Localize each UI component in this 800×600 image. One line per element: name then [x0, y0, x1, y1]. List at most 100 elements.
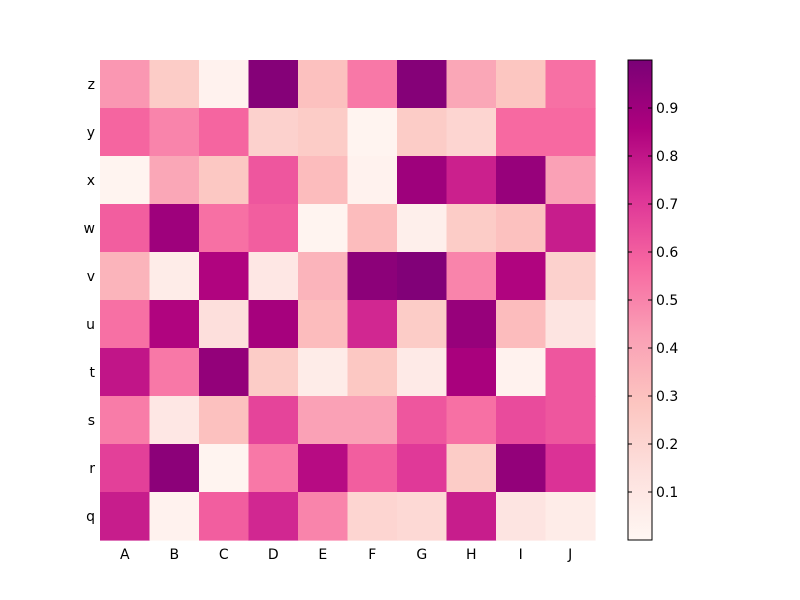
heatmap-cell-q-C	[199, 492, 250, 541]
y-tick-label: x	[87, 173, 95, 189]
y-tick-label: w	[84, 221, 95, 237]
x-tick-label: A	[120, 547, 130, 563]
heatmap-cell-u-I	[496, 300, 547, 349]
x-tick-label: I	[519, 547, 523, 563]
heatmap-cell-s-I	[496, 396, 547, 445]
heatmap-cell-r-C	[199, 444, 250, 493]
colorbar-tick-label: 0.4	[656, 341, 678, 357]
heatmap-cell-x-G	[397, 156, 448, 205]
heatmap-cell-q-B	[149, 492, 200, 541]
heatmap-cell-w-I	[496, 204, 547, 253]
heatmap-cell-u-F	[347, 300, 398, 349]
heatmap-cell-w-G	[397, 204, 448, 253]
heatmap-cell-x-E	[298, 156, 349, 205]
colorbar-tick-label: 0.8	[656, 149, 678, 165]
y-tick-label: t	[90, 365, 96, 381]
heatmap-cell-r-F	[347, 444, 398, 493]
x-tick-label: J	[567, 547, 572, 563]
heatmap-cell-v-A	[100, 252, 151, 301]
x-tick-label: B	[169, 547, 179, 563]
heatmap-cell-t-J	[545, 348, 596, 397]
heatmap-cell-w-C	[199, 204, 250, 253]
heatmap-cell-z-J	[545, 60, 596, 109]
heatmap-cell-z-E	[298, 60, 349, 109]
heatmap-cell-u-J	[545, 300, 596, 349]
heatmap-cell-w-F	[347, 204, 398, 253]
heatmap-cell-y-C	[199, 108, 250, 157]
y-tick-label: v	[87, 269, 95, 285]
heatmap-cell-t-I	[496, 348, 547, 397]
heatmap-cell-r-I	[496, 444, 547, 493]
heatmap-cell-y-H	[446, 108, 497, 157]
colorbar-tick-label: 0.3	[656, 389, 678, 405]
heatmap-cell-q-D	[248, 492, 299, 541]
x-axis-ticks: A B C D E F G H I J	[120, 547, 572, 563]
heatmap-cell-t-D	[248, 348, 299, 397]
heatmap-cell-v-E	[298, 252, 349, 301]
heatmap-cell-u-G	[397, 300, 448, 349]
heatmap-cell-u-C	[199, 300, 250, 349]
heatmap-cell-u-E	[298, 300, 349, 349]
heatmap-cell-x-B	[149, 156, 200, 205]
colorbar-tick-label: 0.6	[656, 245, 678, 261]
y-tick-label: s	[88, 413, 95, 429]
y-axis-ticks: z y x w v u t s r q	[84, 77, 96, 525]
heatmap-cell-w-E	[298, 204, 349, 253]
heatmap-cell-q-F	[347, 492, 398, 541]
heatmap-cell-t-H	[446, 348, 497, 397]
heatmap-cell-s-B	[149, 396, 200, 445]
heatmap-cell-r-H	[446, 444, 497, 493]
heatmap-cell-r-J	[545, 444, 596, 493]
heatmap-cell-s-F	[347, 396, 398, 445]
colorbar: 0.1 0.2 0.3 0.4 0.5 0.6 0.7 0.8 0.9	[627, 59, 678, 541]
y-tick-label: z	[88, 77, 95, 93]
x-tick-label: C	[219, 547, 229, 563]
colorbar-tick-label: 0.2	[656, 437, 678, 453]
heatmap-cell-u-B	[149, 300, 200, 349]
heatmap-cell-x-F	[347, 156, 398, 205]
heatmap-cell-v-F	[347, 252, 398, 301]
heatmap-cell-v-G	[397, 252, 448, 301]
heatmap-cell-r-B	[149, 444, 200, 493]
x-tick-label: H	[466, 547, 477, 563]
heatmap-cell-z-B	[149, 60, 200, 109]
heatmap-cell-s-E	[298, 396, 349, 445]
heatmap-cell-z-A	[100, 60, 151, 109]
heatmap-cell-u-A	[100, 300, 151, 349]
heatmap-cell-q-E	[298, 492, 349, 541]
colorbar-tick-label: 0.9	[656, 101, 678, 117]
heatmap-cell-s-G	[397, 396, 448, 445]
heatmap-cell-s-A	[100, 396, 151, 445]
heatmap-cell-t-C	[199, 348, 250, 397]
x-tick-label: G	[416, 547, 427, 563]
x-tick-label: F	[368, 547, 376, 563]
heatmap-cell-y-I	[496, 108, 547, 157]
heatmap-cell-y-J	[545, 108, 596, 157]
x-tick-label: D	[268, 547, 279, 563]
heatmap-cell-z-C	[199, 60, 250, 109]
heatmap-cell-w-J	[545, 204, 596, 253]
heatmap-cell-x-A	[100, 156, 151, 205]
heatmap-cell-y-E	[298, 108, 349, 157]
heatmap-cell-v-C	[199, 252, 250, 301]
heatmap-cell-v-B	[149, 252, 200, 301]
colorbar-ticks: 0.1 0.2 0.3 0.4 0.5 0.6 0.7 0.8 0.9	[628, 101, 678, 501]
heatmap-cell-t-E	[298, 348, 349, 397]
heatmap-cell-v-J	[545, 252, 596, 301]
heatmap-cell-s-J	[545, 396, 596, 445]
heatmap-cell-y-F	[347, 108, 398, 157]
heatmap-cell-x-D	[248, 156, 299, 205]
heatmap-cell-x-I	[496, 156, 547, 205]
heatmap-cell-x-H	[446, 156, 497, 205]
heatmap-cell-q-J	[545, 492, 596, 541]
heatmap-cell-q-I	[496, 492, 547, 541]
heatmap-cell-v-I	[496, 252, 547, 301]
heatmap-cell-z-I	[496, 60, 547, 109]
heatmap-cell-z-G	[397, 60, 448, 109]
heatmap-cell-v-H	[446, 252, 497, 301]
heatmap-cell-r-G	[397, 444, 448, 493]
heatmap-cell-q-A	[100, 492, 151, 541]
heatmap-cell-x-C	[199, 156, 250, 205]
heatmap-cell-w-D	[248, 204, 299, 253]
heatmap-cell-r-A	[100, 444, 151, 493]
